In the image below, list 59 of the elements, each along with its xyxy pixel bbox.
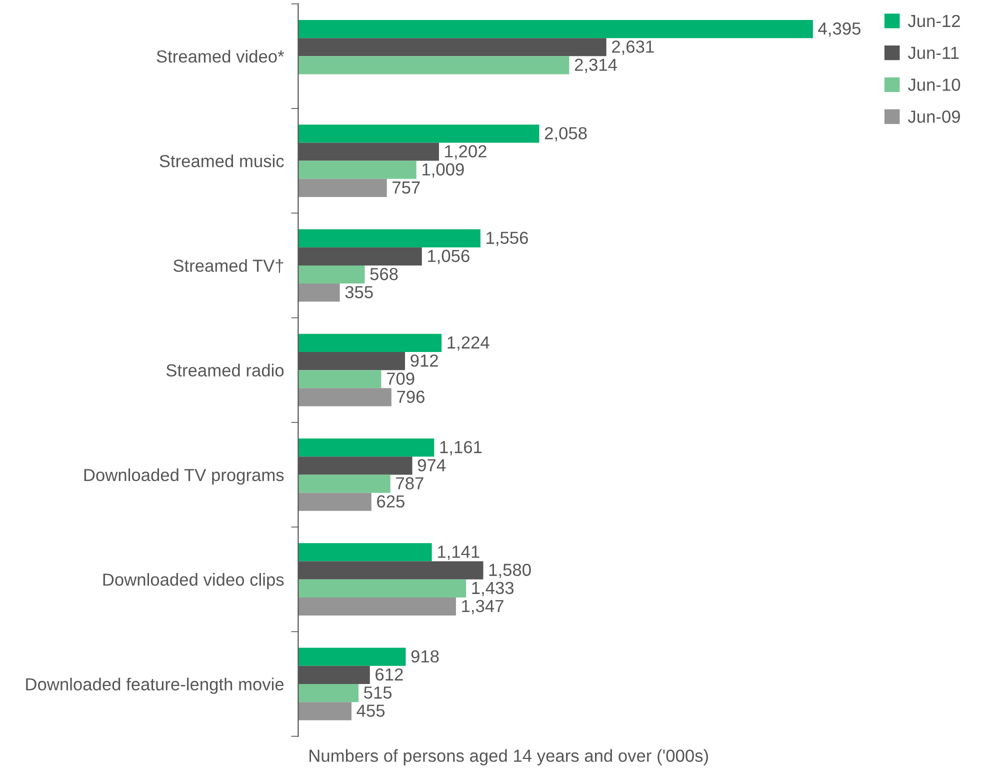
data-label: 568 [370, 268, 398, 280]
y-tick-label: Downloaded TV programs [84, 468, 284, 485]
data-label: 1,347 [462, 600, 504, 614]
data-label: 2,314 [574, 58, 617, 73]
bar [298, 702, 352, 720]
data-label: 4,395 [818, 22, 860, 37]
data-label: 1,224 [448, 336, 490, 351]
data-label: 1,141 [438, 546, 480, 560]
bar [298, 648, 406, 666]
bar [298, 370, 382, 388]
y-tick-label: Streamed music [160, 154, 284, 168]
data-label: 612 [376, 668, 403, 681]
data-label: 1,556 [486, 232, 528, 246]
legend-label: Jun-09 [908, 110, 960, 123]
data-label: 709 [386, 372, 414, 385]
bar [298, 597, 456, 616]
data-label: 1,202 [445, 145, 486, 160]
bar [298, 684, 359, 702]
data-label: 918 [411, 650, 439, 663]
data-label: 2,058 [544, 127, 587, 142]
y-tick-label: Streamed TV† [173, 259, 284, 273]
data-label: 787 [396, 477, 424, 490]
bar [298, 492, 372, 511]
legend-label: Jun-12 [908, 14, 960, 28]
data-label: 355 [345, 286, 373, 298]
bar [298, 438, 434, 457]
bar [298, 284, 340, 302]
data-label: 796 [397, 390, 424, 403]
bar [298, 178, 387, 198]
bar [298, 56, 570, 74]
data-label: 625 [377, 495, 404, 508]
y-tick-label: Streamed video* [156, 50, 284, 63]
y-tick-label: Downloaded video clips [103, 573, 284, 590]
legend-label: Jun-10 [908, 78, 960, 91]
data-label: 974 [418, 459, 446, 472]
data-label: 455 [356, 704, 385, 717]
bar [298, 474, 390, 493]
legend-label: Jun-11 [908, 46, 959, 60]
data-label: 1,161 [440, 440, 482, 456]
bar [298, 265, 365, 284]
data-label: 1,009 [422, 163, 464, 178]
bar [298, 160, 416, 179]
bar [298, 124, 540, 143]
bar [298, 20, 813, 38]
bar [298, 388, 392, 406]
bar [298, 229, 480, 248]
bar [298, 579, 466, 598]
data-label: 757 [392, 182, 420, 194]
y-tick-label: Downloaded feature-length movie [26, 678, 284, 694]
data-label: 515 [364, 686, 392, 699]
y-tick-label: Streamed radio [166, 364, 284, 377]
data-label: 1,580 [489, 564, 531, 578]
bar [298, 334, 442, 352]
bar [298, 543, 432, 562]
data-label: 1,433 [472, 582, 514, 596]
x-axis-title: Numbers of persons aged 14 years and over ('000s) [310, 749, 708, 766]
data-label: 1,056 [428, 250, 470, 264]
data-label: 912 [410, 354, 438, 367]
data-label: 2,631 [612, 40, 654, 55]
